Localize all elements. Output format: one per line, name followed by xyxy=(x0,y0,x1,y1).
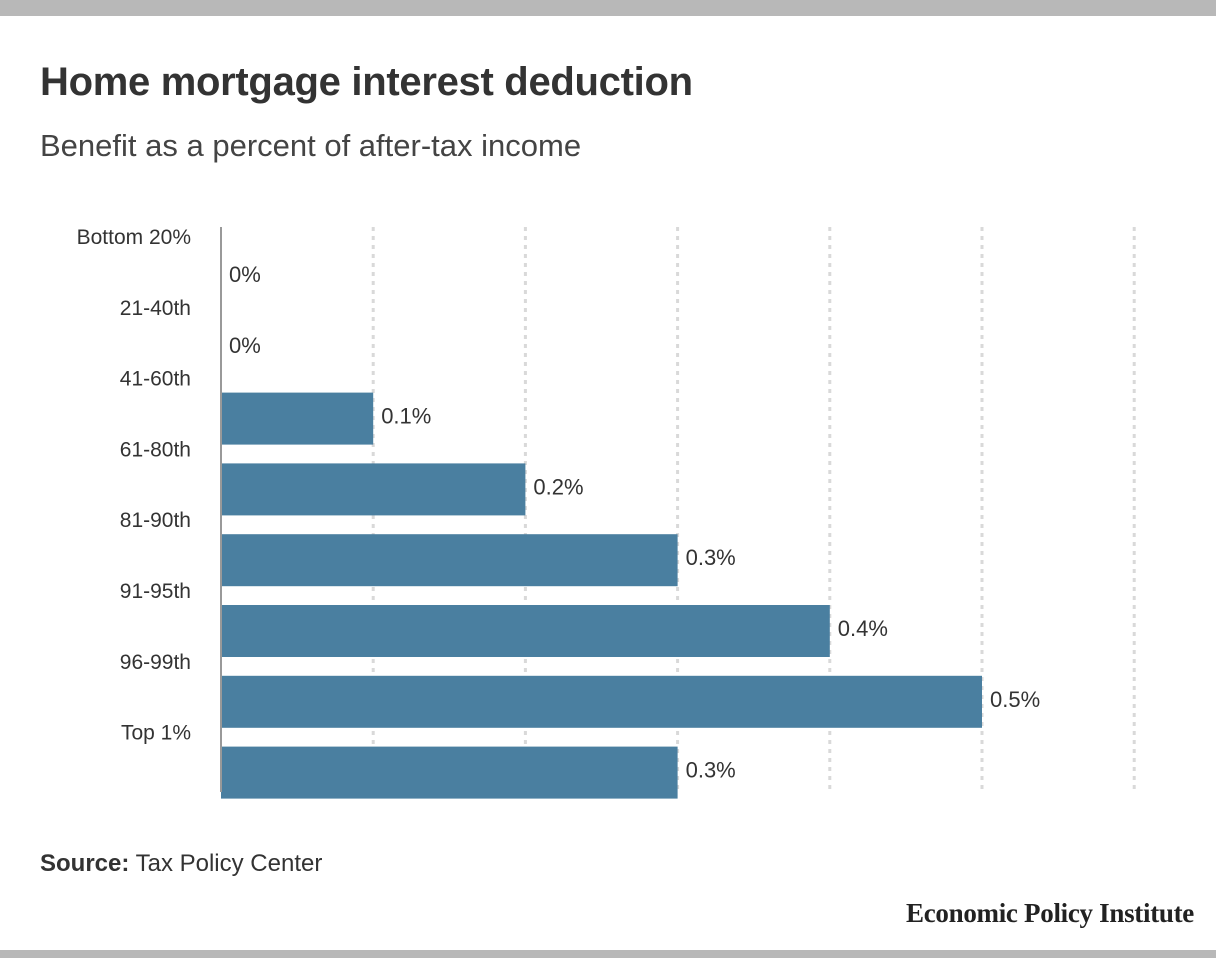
category-label: 41-60th xyxy=(120,368,191,391)
bottom-border xyxy=(0,950,1216,958)
category-label: 81-90th xyxy=(120,509,191,532)
data-label: 0.4% xyxy=(838,616,888,641)
bar xyxy=(221,605,830,657)
category-label: Bottom 20% xyxy=(77,226,191,249)
category-label: 91-95th xyxy=(120,580,191,603)
source-label: Source: xyxy=(40,850,130,877)
data-label: 0.3% xyxy=(686,758,736,783)
top-border xyxy=(0,0,1216,16)
source-note: Source: Tax Policy Center xyxy=(40,850,322,878)
bar-chart: Bottom 20% 0% 21-40th 0% 41-60th 0.1% 61-80th 0… xyxy=(77,226,1136,799)
category-label: 96-99th xyxy=(120,651,191,674)
category-label: 61-80th xyxy=(120,438,191,461)
category-label: Top 1% xyxy=(121,722,191,745)
data-label: 0% xyxy=(229,262,261,287)
bar xyxy=(221,675,982,728)
category-label: 21-40th xyxy=(120,297,191,320)
bar xyxy=(221,746,678,799)
data-label: 0.1% xyxy=(381,404,431,429)
bar xyxy=(221,534,678,587)
chart-title: Home mortgage interest deduction xyxy=(40,60,693,104)
chart-subtitle: Benefit as a percent of after-tax income xyxy=(40,128,582,163)
publisher-logo: Economic Policy Institute xyxy=(906,898,1194,928)
data-label: 0% xyxy=(229,333,261,358)
bar xyxy=(221,392,374,445)
data-label: 0.3% xyxy=(686,545,736,570)
bar xyxy=(221,463,526,516)
source-text: Tax Policy Center xyxy=(135,850,323,877)
data-label: 0.2% xyxy=(533,474,583,499)
data-label: 0.5% xyxy=(990,687,1040,712)
